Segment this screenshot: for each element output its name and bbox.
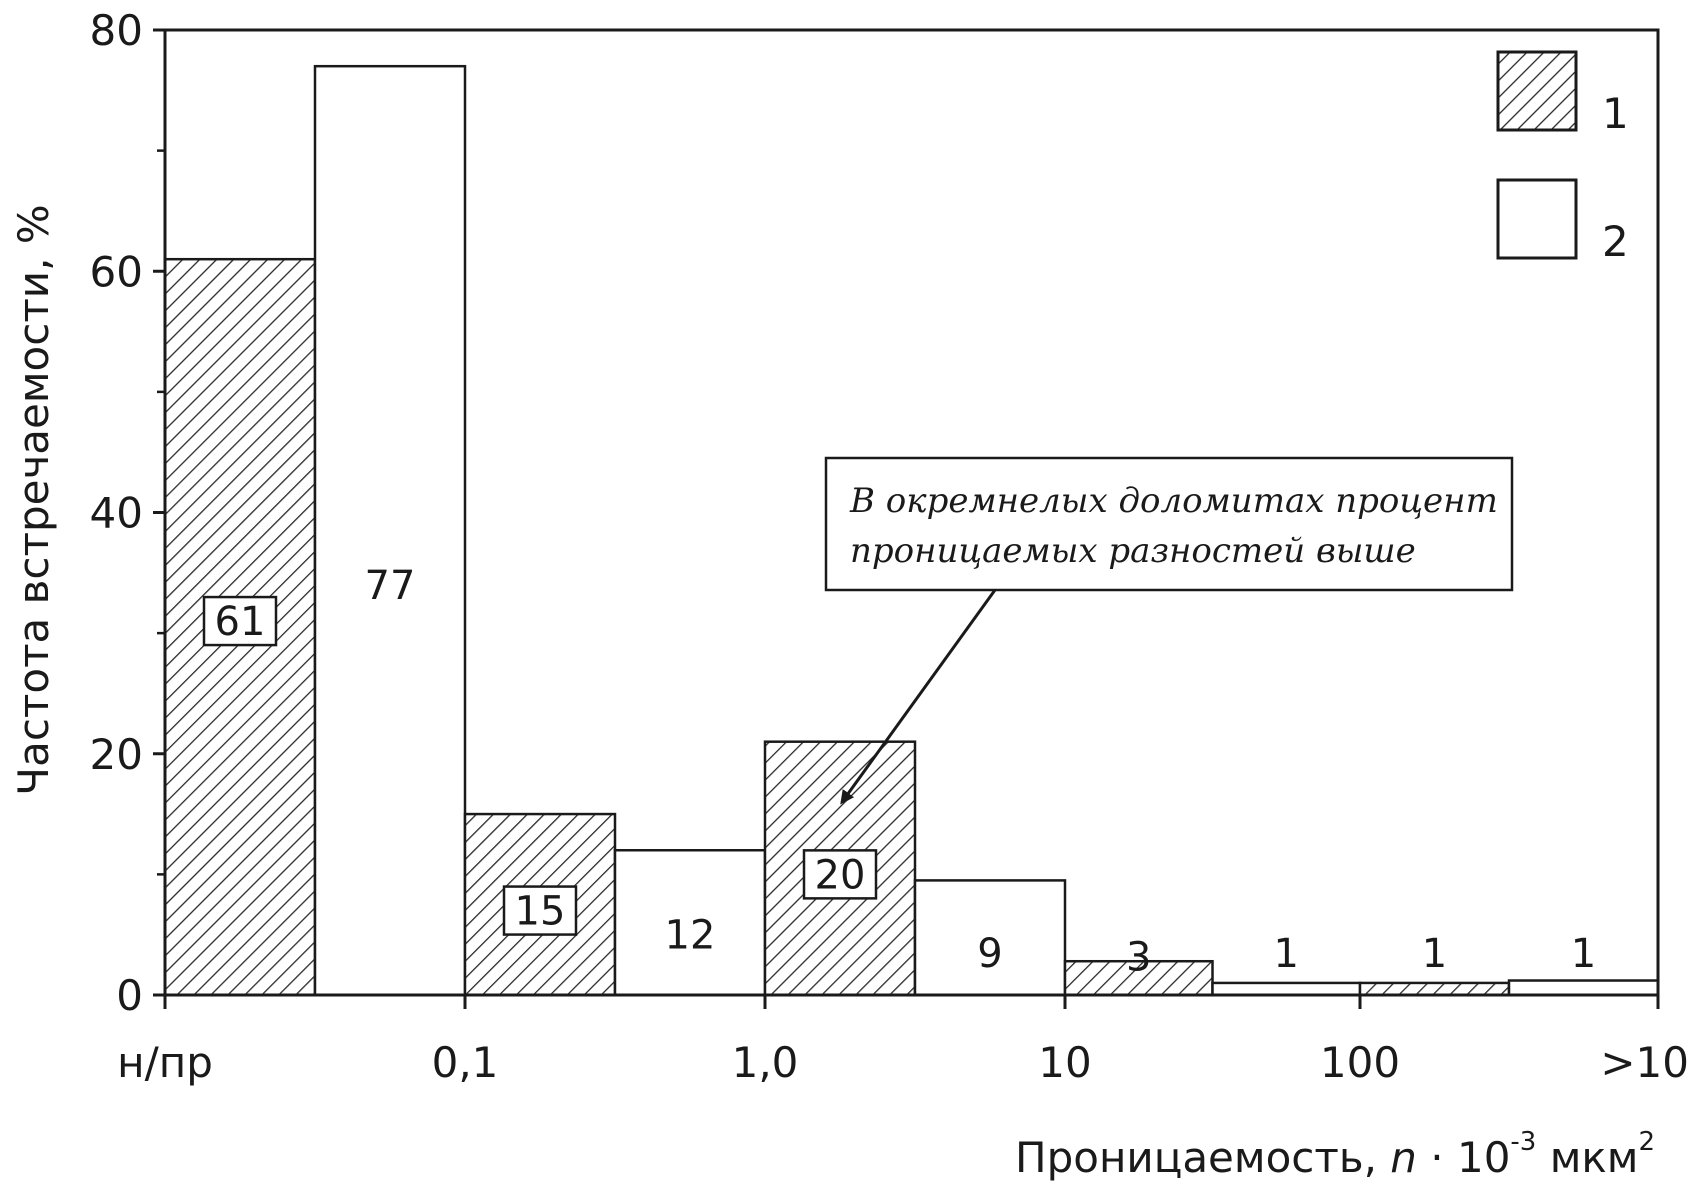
legend: 1 2 [1496,50,1629,266]
bars-layer [163,64,1660,997]
value-label-3: 12 [665,913,716,959]
value-label-8: 1 [1422,931,1447,977]
y-axis-title: Частота встречаемости, % [9,204,58,795]
value-label-9: 1 [1571,931,1596,977]
annotation-box [824,456,1514,592]
x-tick-label-3: 10 [1038,1038,1091,1087]
x-tick-label-5: >100 [1600,1038,1691,1087]
value-label-0: 61 [215,599,266,645]
bar-series-2-9 [1507,979,1660,997]
legend-label-series-2: 2 [1602,217,1629,266]
legend-label-series-1: 1 [1602,89,1629,138]
x-tick-label-4: 100 [1320,1038,1400,1087]
legend-swatch-series-1 [1496,50,1578,132]
y-tick-label-60: 60 [90,247,143,296]
x-axis-ticks: н/пр 0,1 1,0 10 100 >100 [117,995,1691,1087]
y-tick-label-80: 80 [90,6,143,55]
y-axis-ticks: 0 20 40 60 80 [90,6,165,1020]
value-labels: 61 77 15 12 20 9 3 1 1 1 [202,563,1596,980]
value-label-1: 77 [365,563,416,609]
x-tick-label-2: 1,0 [732,1038,799,1087]
x-axis-title: Проницаемость, n · 10-3 мкм2 [1015,1127,1655,1182]
bar-series-2-1 [313,64,467,997]
value-label-7: 1 [1274,931,1299,977]
value-label-box-0 [202,595,278,647]
y-tick-label-20: 20 [90,730,143,779]
y-tick-label-0: 0 [116,971,143,1020]
value-label-box-4 [802,849,878,900]
x-tick-label-1: 0,1 [432,1038,499,1087]
value-label-4: 20 [815,852,866,898]
value-label-6: 3 [1126,934,1151,980]
bar-series-1-8 [1358,981,1511,997]
value-label-2: 15 [515,889,566,935]
bar-series-2-5 [913,879,1067,997]
annotation-line-1: В окремнелых доломитах процент [849,481,1498,521]
y-tick-label-40: 40 [90,489,143,538]
annotation-arrow [840,589,997,805]
legend-swatch-series-2 [1496,178,1578,260]
annotation: В окремнелых доломитах процент проницаем… [824,456,1514,805]
value-label-box-2 [502,885,578,936]
bar-series-2-7 [1211,981,1362,997]
x-tick-label-0: н/пр [117,1038,213,1087]
value-label-5: 9 [977,931,1002,977]
annotation-line-2: проницаемых разностей выше [850,531,1416,571]
